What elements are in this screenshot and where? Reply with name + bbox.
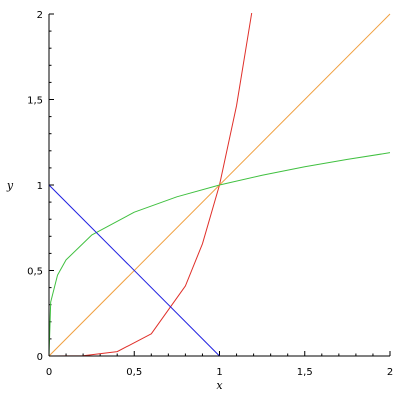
y-tick-label: 0 <box>37 352 43 363</box>
y-tick-label: 1 <box>37 181 43 192</box>
series-line-4 <box>49 184 220 357</box>
y-tick-label: 2 <box>37 10 43 21</box>
x-tick-label: 2 <box>387 367 393 378</box>
y-tick-label: 1,5 <box>27 96 43 107</box>
x-tick-label: 0,5 <box>126 367 142 378</box>
series-line-3 <box>49 152 391 357</box>
y-tick-label: 0,5 <box>27 267 43 278</box>
series-line-1 <box>49 13 253 357</box>
x-tick-label: 1 <box>216 367 222 378</box>
y-axis-label: y <box>6 179 14 192</box>
x-tick-label: 0 <box>46 367 52 378</box>
x-tick-label: 1,5 <box>297 367 313 378</box>
x-axis-label: x <box>216 379 223 392</box>
tick-labels: 0 0,5 1 1,5 2 0 0,5 1 1,5 2 <box>27 10 393 378</box>
series-lines <box>49 13 391 357</box>
